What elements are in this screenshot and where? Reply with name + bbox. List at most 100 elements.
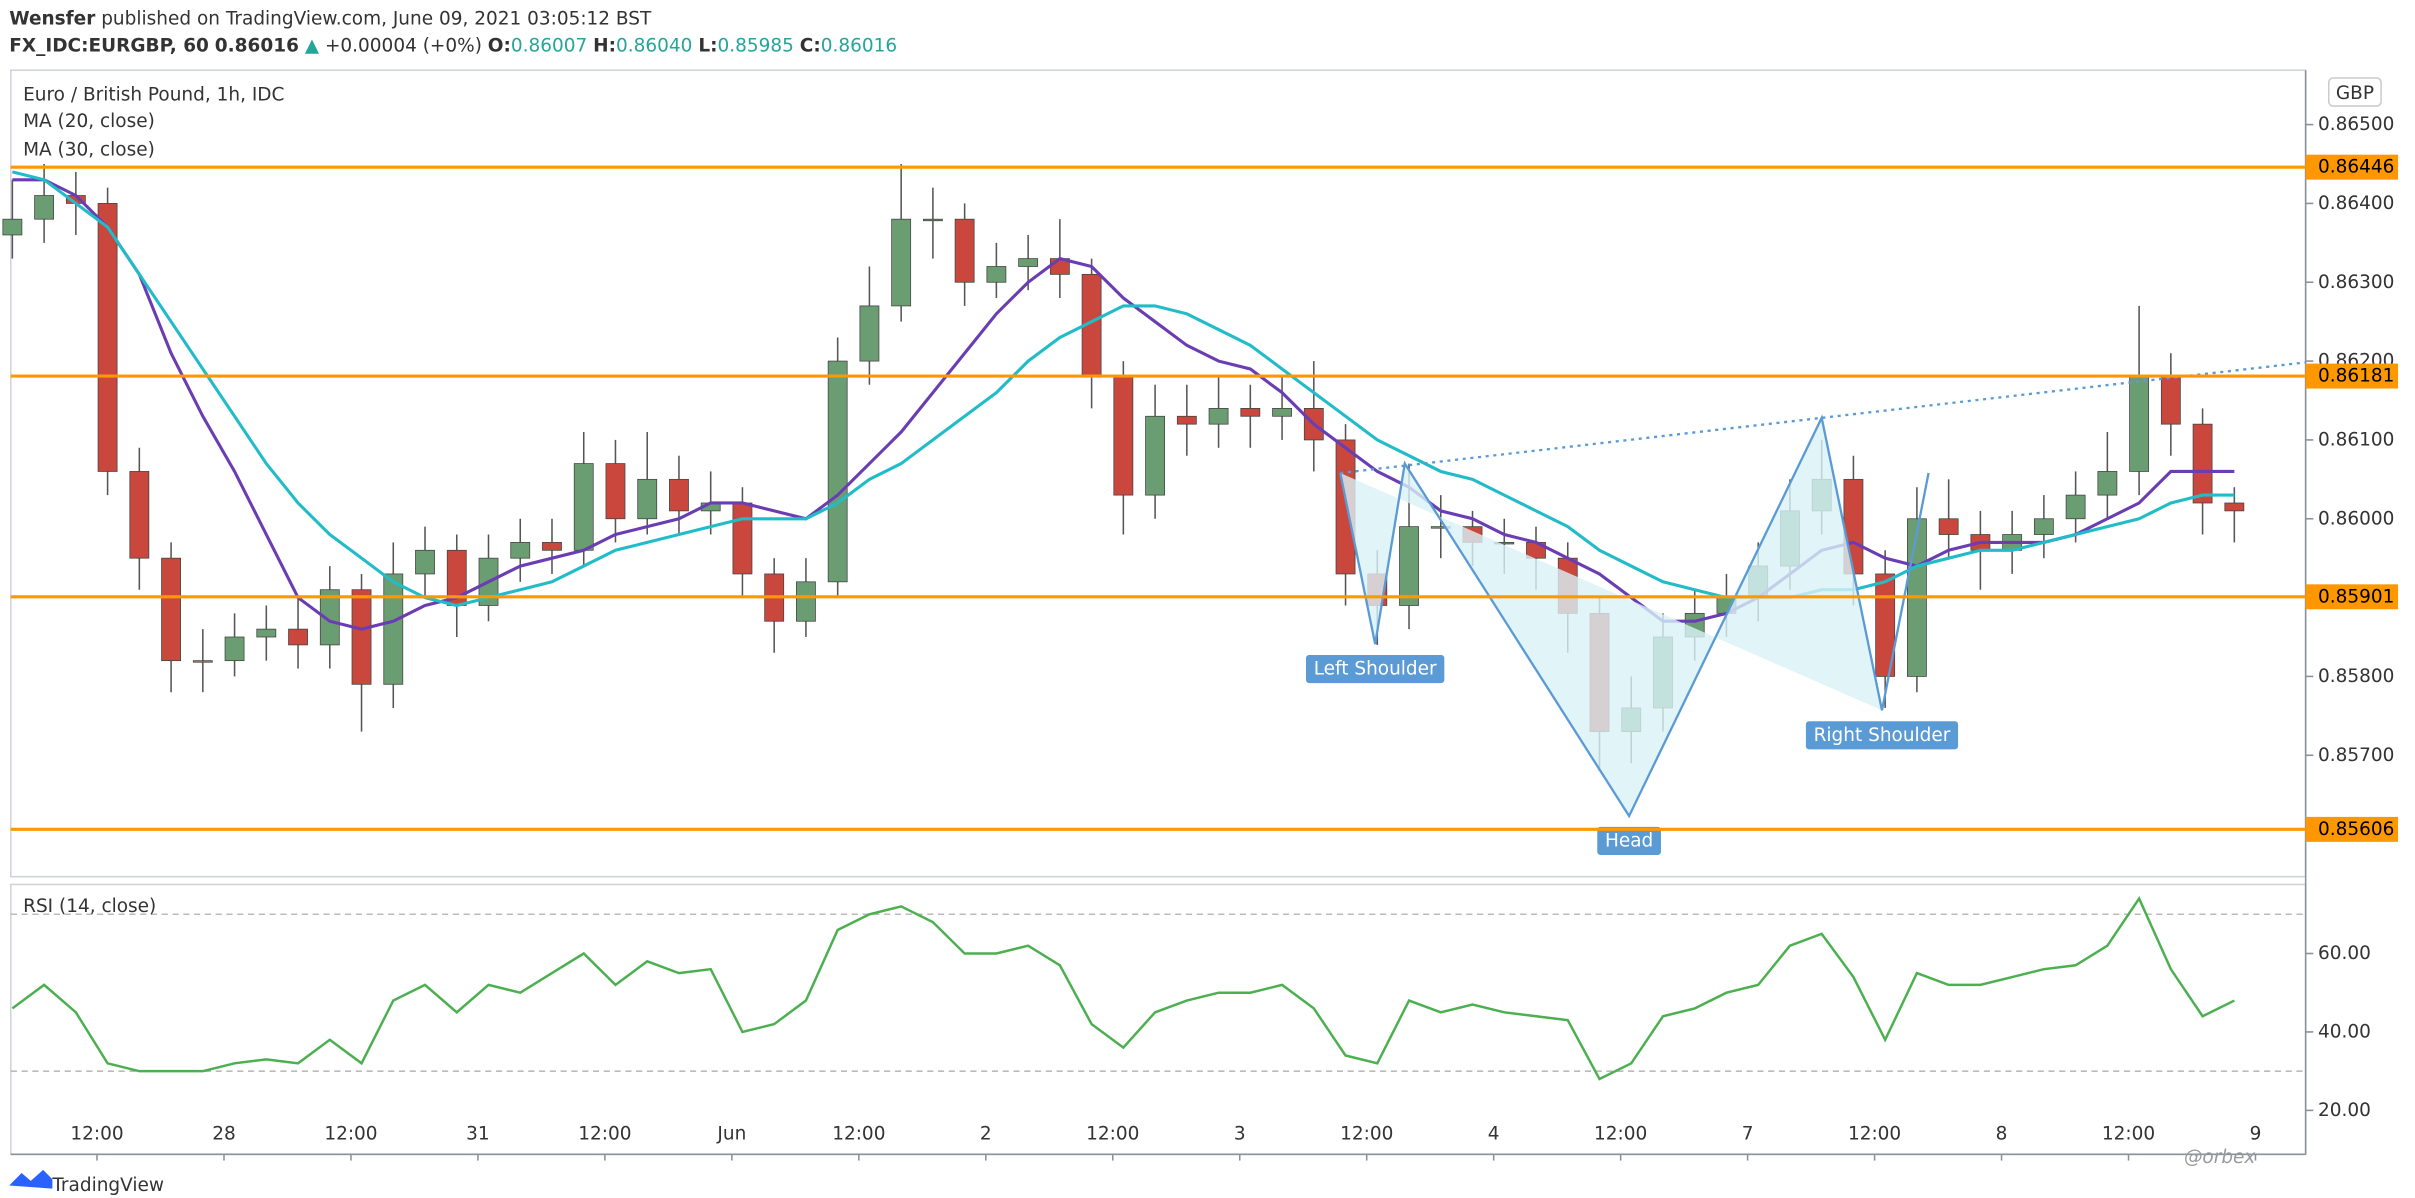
brand: TradingView bbox=[51, 1175, 164, 1196]
level-label: 0.85901 bbox=[2318, 586, 2394, 607]
last-price: 0.86016 bbox=[215, 35, 299, 56]
candle-body bbox=[637, 478, 658, 520]
candle-body bbox=[2097, 471, 2118, 496]
x-tick-label: 12:00 bbox=[832, 1123, 885, 1144]
pattern-label-box bbox=[1805, 721, 1959, 750]
ohlc-value: 0.85985 bbox=[717, 35, 793, 56]
candle-body bbox=[1240, 408, 1261, 417]
y-tick-label: 0.86000 bbox=[2318, 508, 2394, 529]
y-tick-label: 40.00 bbox=[2318, 1021, 2371, 1042]
candle-body bbox=[573, 463, 594, 551]
x-tick-label: 3 bbox=[1234, 1123, 1246, 1144]
y-tick-label: 0.86500 bbox=[2318, 114, 2394, 135]
candle-body bbox=[510, 542, 531, 559]
candle-body bbox=[2, 218, 23, 236]
level-label-box bbox=[2305, 584, 2399, 610]
x-tick-label: 12:00 bbox=[1594, 1123, 1647, 1144]
pattern-fill bbox=[1340, 417, 1882, 816]
candle-body bbox=[2065, 494, 2086, 520]
candle-body bbox=[1113, 376, 1134, 496]
candle-body bbox=[383, 573, 404, 685]
y-tick-label: 0.86100 bbox=[2318, 429, 2394, 450]
ohlc-key: H: bbox=[593, 35, 616, 56]
candle-body bbox=[256, 628, 277, 638]
legend-entry: MA (30, close) bbox=[23, 139, 155, 160]
candle-body bbox=[1875, 573, 1896, 677]
ohlc-value: 0.86016 bbox=[821, 35, 897, 56]
neckline bbox=[1340, 361, 2306, 475]
pattern-line bbox=[1339, 414, 1930, 819]
x-tick-label: 12:00 bbox=[1086, 1123, 1139, 1144]
candle-body bbox=[796, 581, 816, 622]
x-tick-label: 7 bbox=[1742, 1123, 1754, 1144]
ma-line bbox=[12, 178, 2235, 631]
candle-body bbox=[2192, 423, 2213, 504]
symbol: FX_IDC:EURGBP, 60 bbox=[9, 35, 209, 56]
candle-body bbox=[2160, 376, 2181, 425]
ohlc-value: 0.86007 bbox=[511, 35, 587, 56]
candle-body bbox=[1399, 526, 1419, 606]
author: Wensfer bbox=[9, 8, 96, 29]
y-tick-label: 20.00 bbox=[2318, 1100, 2371, 1121]
ohlc-key: C: bbox=[800, 35, 821, 56]
candle-body bbox=[415, 549, 435, 575]
x-tick-label: Jun bbox=[716, 1123, 746, 1144]
x-tick-label: 12:00 bbox=[1340, 1123, 1393, 1144]
candle-body bbox=[97, 203, 118, 472]
candle-body bbox=[732, 502, 753, 575]
candle-body bbox=[1018, 258, 1039, 267]
candle-body bbox=[351, 589, 372, 685]
candle-body bbox=[224, 636, 245, 662]
published: published on TradingView.com, June 09, 2… bbox=[101, 8, 652, 29]
level-label-box bbox=[2305, 363, 2399, 389]
candle-body bbox=[891, 218, 912, 307]
x-tick-label: 8 bbox=[1996, 1123, 2008, 1144]
level-label-box bbox=[2305, 816, 2399, 842]
candle-body bbox=[34, 195, 55, 220]
candle-body bbox=[129, 471, 150, 559]
pattern-label: Head bbox=[1605, 830, 1653, 851]
x-tick-label: 12:00 bbox=[2102, 1123, 2155, 1144]
pattern-label: Right Shoulder bbox=[1814, 725, 1951, 746]
candle-body bbox=[2224, 502, 2245, 512]
candle-body bbox=[542, 542, 562, 551]
symbol-line: FX_IDC:EURGBP, 60 0.86016 ▲ +0.00004 (+0… bbox=[9, 35, 897, 56]
y-tick-label: 0.86300 bbox=[2318, 272, 2394, 293]
candle-body bbox=[1208, 408, 1229, 425]
ohlc-key: O: bbox=[488, 35, 511, 56]
x-tick-label: 4 bbox=[1488, 1123, 1500, 1144]
x-tick-label: 12:00 bbox=[578, 1123, 631, 1144]
pattern-label-box bbox=[1597, 826, 1661, 855]
candle-body bbox=[192, 660, 213, 663]
chart-title: Euro / British Pound, 1h, IDC bbox=[23, 85, 284, 106]
candle-body bbox=[2033, 518, 2054, 535]
ohlc-value: 0.86040 bbox=[616, 35, 692, 56]
arrow: ▲ bbox=[305, 35, 320, 56]
candle-body bbox=[922, 218, 943, 222]
ma-line bbox=[12, 170, 2235, 608]
candle-body bbox=[161, 557, 181, 662]
candle-body bbox=[1145, 415, 1166, 496]
currency-box bbox=[2327, 77, 2382, 107]
logo bbox=[9, 1169, 53, 1189]
candle-body bbox=[827, 360, 848, 583]
x-tick-label: 28 bbox=[212, 1123, 236, 1144]
y-tick-label: 60.00 bbox=[2318, 943, 2371, 964]
x-tick-label: 12:00 bbox=[1848, 1123, 1901, 1144]
ohlc-key: L: bbox=[698, 35, 717, 56]
candle-body bbox=[669, 478, 689, 512]
watermark: @orbex bbox=[2184, 1147, 2256, 1168]
candle-body bbox=[859, 305, 880, 362]
x-tick-label: 12:00 bbox=[70, 1123, 123, 1144]
candle-body bbox=[605, 463, 626, 520]
x-tick-label: 12:00 bbox=[324, 1123, 377, 1144]
level-label: 0.85606 bbox=[2318, 819, 2394, 840]
header-line: Wensfer published on TradingView.com, Ju… bbox=[9, 8, 652, 29]
x-tick-label: 2 bbox=[980, 1123, 992, 1144]
x-tick-label: 31 bbox=[466, 1123, 490, 1144]
candle-body bbox=[319, 589, 340, 646]
y-tick-label: 0.85800 bbox=[2318, 666, 2394, 687]
pattern-label: Left Shoulder bbox=[1314, 658, 1437, 679]
